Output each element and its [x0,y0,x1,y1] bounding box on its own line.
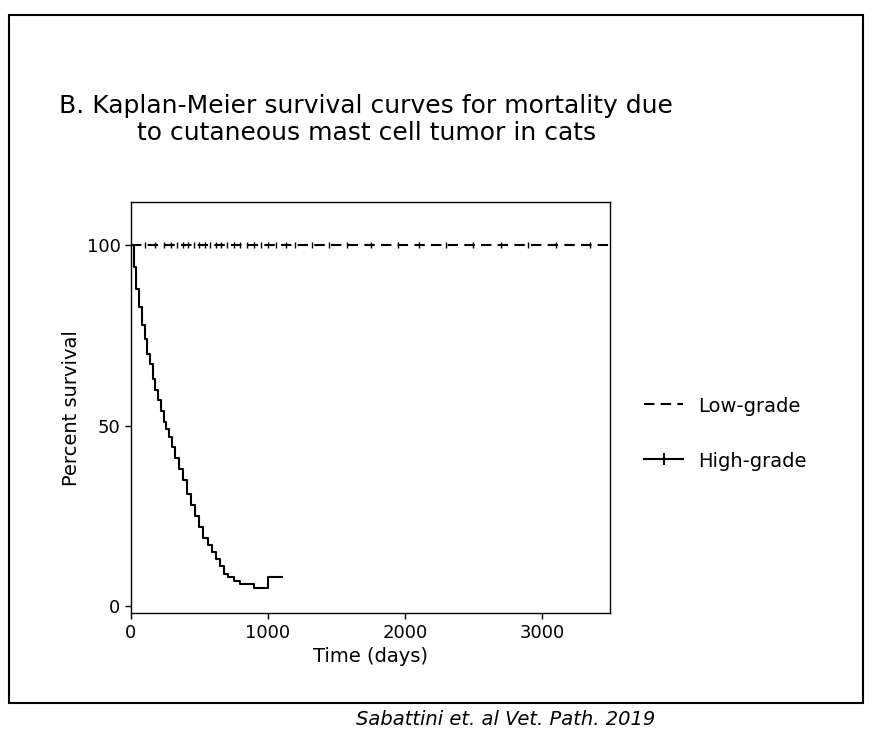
Y-axis label: Percent survival: Percent survival [62,330,81,485]
X-axis label: Time (days): Time (days) [313,647,428,666]
Text: B. Kaplan-Meier survival curves for mortality due
to cutaneous mast cell tumor i: B. Kaplan-Meier survival curves for mort… [59,94,673,145]
Text: Sabattini et. al Vet. Path. 2019: Sabattini et. al Vet. Path. 2019 [356,711,656,729]
Legend: Low-grade, High-grade: Low-grade, High-grade [644,396,807,470]
